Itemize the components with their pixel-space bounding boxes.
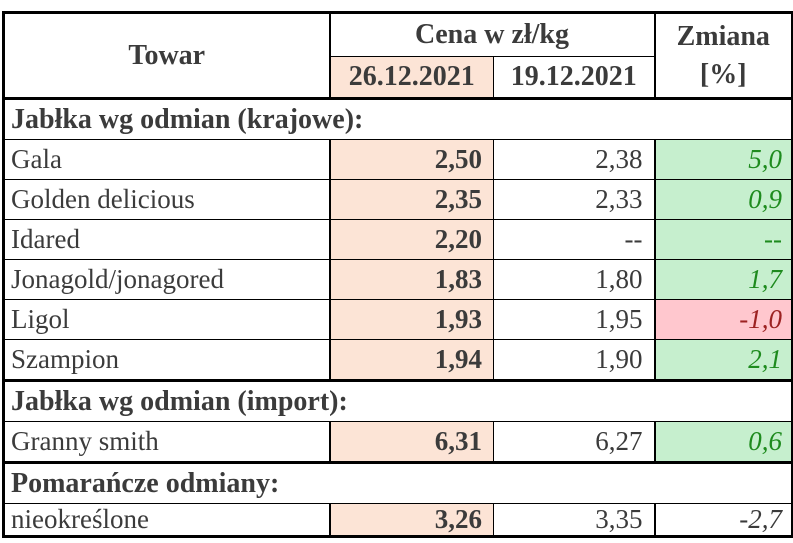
price-previous-cell: 2,38: [493, 139, 655, 180]
price-previous-cell: --: [493, 219, 655, 260]
table-row: Szampion 1,94 1,90 2,1: [3, 339, 793, 381]
table-row: nieokreślone 3,26 3,35 -2,7: [3, 503, 793, 537]
price-previous-cell: 6,27: [493, 421, 655, 463]
section-title-pomarancze: Pomarańcze odmiany:: [3, 461, 793, 504]
column-header-zmiana: Zmiana [%]: [653, 12, 793, 100]
section-title-krajowe: Jabłka wg odmian (krajowe):: [3, 97, 793, 140]
change-cell: 0,6: [653, 421, 793, 463]
column-header-date-previous: 19.12.2021: [493, 56, 655, 100]
price-current-cell: 1,83: [328, 259, 494, 300]
price-current-cell: 1,93: [328, 299, 494, 340]
section-header-row: Jabłka wg odmian (import):: [3, 379, 793, 422]
section-title-import: Jabłka wg odmian (import):: [3, 379, 793, 422]
price-current-cell: 1,94: [328, 339, 494, 381]
change-cell: 2,1: [653, 339, 793, 381]
price-table-container: Towar Cena w zł/kg Zmiana [%] 26.12.2021…: [2, 11, 793, 538]
product-cell: nieokreślone: [3, 503, 330, 537]
fruit-price-table: Towar Cena w zł/kg Zmiana [%] 26.12.2021…: [2, 11, 793, 538]
product-cell: Granny smith: [3, 421, 330, 463]
section-header-row: Pomarańcze odmiany:: [3, 461, 793, 504]
section-header-row: Jabłka wg odmian (krajowe):: [3, 97, 793, 140]
zmiana-label-line2: [%]: [699, 58, 747, 90]
column-header-date-current: 26.12.2021: [328, 56, 494, 100]
header-row-1: Towar Cena w zł/kg Zmiana [%]: [3, 12, 793, 100]
price-current-cell: 2,35: [328, 179, 494, 220]
zmiana-label-line1: Zmiana: [676, 20, 770, 52]
product-cell: Szampion: [3, 339, 330, 381]
price-current-cell: 2,20: [328, 219, 494, 260]
column-header-cena: Cena w zł/kg: [328, 12, 655, 57]
price-previous-cell: 1,90: [493, 339, 655, 381]
price-previous-cell: 1,80: [493, 259, 655, 300]
column-header-towar: Towar: [3, 12, 330, 100]
table-row: Granny smith 6,31 6,27 0,6: [3, 421, 793, 463]
product-cell: Ligol: [3, 299, 330, 340]
table-row: Jonagold/jonagored 1,83 1,80 1,7: [3, 259, 793, 300]
change-cell: --: [653, 219, 793, 260]
product-cell: Gala: [3, 139, 330, 180]
product-cell: Golden delicious: [3, 179, 330, 220]
table-row: Ligol 1,93 1,95 -1,0: [3, 299, 793, 340]
price-current-cell: 6,31: [328, 421, 494, 463]
change-cell: 5,0: [653, 139, 793, 180]
change-cell: -2,7: [653, 503, 793, 537]
product-cell: Jonagold/jonagored: [3, 259, 330, 300]
change-cell: -1,0: [653, 299, 793, 340]
price-previous-cell: 2,33: [493, 179, 655, 220]
table-row: Golden delicious 2,35 2,33 0,9: [3, 179, 793, 220]
product-cell: Idared: [3, 219, 330, 260]
change-cell: 1,7: [653, 259, 793, 300]
header-row-2: 26.12.2021 19.12.2021: [4, 56, 793, 100]
price-previous-cell: 3,35: [493, 503, 655, 537]
price-current-cell: 2,50: [328, 139, 494, 180]
price-previous-cell: 1,95: [493, 299, 655, 340]
change-cell: 0,9: [653, 179, 793, 220]
table-row: Idared 2,20 -- --: [3, 219, 793, 260]
table-row: Gala 2,50 2,38 5,0: [3, 139, 793, 180]
price-current-cell: 3,26: [328, 503, 494, 537]
